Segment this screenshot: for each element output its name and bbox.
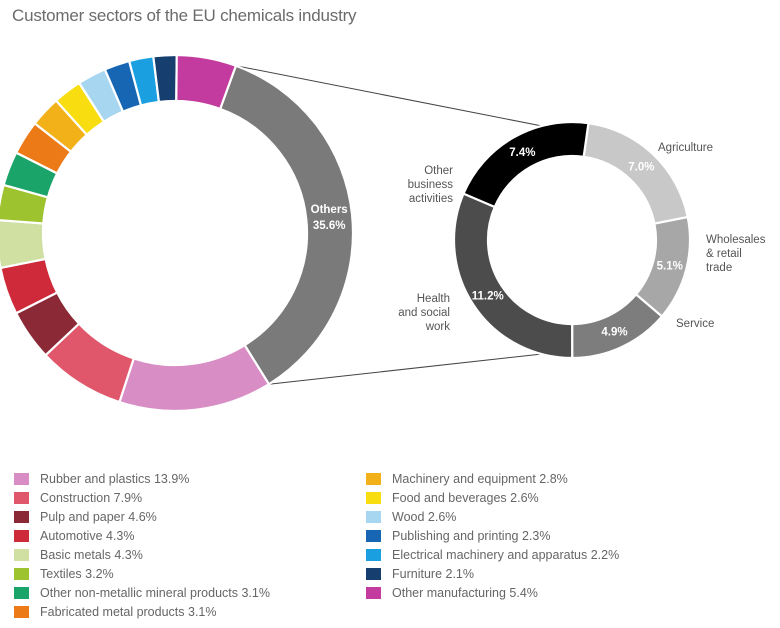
- legend-item: Basic metals 4.3%: [14, 546, 270, 565]
- legend-item: Rubber and plastics 13.9%: [14, 470, 270, 489]
- annotation-service: Service: [676, 318, 714, 330]
- legend-item: Automotive 4.3%: [14, 527, 270, 546]
- sub-slice-value: 5.1%: [657, 260, 683, 272]
- annotation-agriculture: Agriculture: [658, 142, 713, 154]
- connector-line-bottom: [268, 353, 543, 385]
- annotation-other-business: activities: [409, 193, 453, 205]
- main-others-label: Others 35.6%: [311, 204, 348, 232]
- legend-swatch: [366, 530, 381, 543]
- main-slice-others: [218, 64, 355, 386]
- legend-label: Furniture 2.1%: [392, 566, 474, 581]
- legend-right: Machinery and equipment 2.8% Food and bev…: [366, 470, 619, 602]
- legend-label: Basic metals 4.3%: [40, 548, 143, 562]
- legend-label: Fabricated metal products 3.1%: [40, 604, 217, 619]
- legend-label: Food and beverages 2.6%: [392, 491, 539, 506]
- legend-item: Textiles 3.2%: [14, 564, 270, 583]
- legend-item: Electrical machinery and apparatus 2.2%: [366, 546, 619, 565]
- others-breakdown-annotations: Agriculture Wholesales & retail trade Servic…: [398, 142, 765, 333]
- main-slice-other-manufacturing: [175, 53, 238, 111]
- annotation-wholesale: & retail: [706, 248, 742, 260]
- legend-item: Wood 2.6%: [366, 508, 619, 527]
- annotation-wholesale: Wholesales: [706, 234, 766, 246]
- legend-label: Other manufacturing 5.4%: [392, 585, 538, 600]
- main-slice-rubber-and-plastics: [118, 343, 271, 413]
- legend-label: Rubber and plastics 13.9%: [40, 472, 190, 487]
- sub-slice-value: 11.2%: [472, 291, 504, 303]
- legend-swatch: [366, 586, 381, 599]
- legend-label: Wood 2.6%: [392, 510, 457, 525]
- legend-swatch: [366, 473, 381, 486]
- legend-item: Machinery and equipment 2.8%: [366, 470, 619, 489]
- legend-label: Other non-metallic mineral products 3.1%: [40, 585, 270, 600]
- legend-swatch: [14, 473, 29, 486]
- legend-item: Pulp and paper 4.6%: [14, 508, 270, 527]
- legend-left: Rubber and plastics 13.9% Construction 7.…: [14, 470, 270, 621]
- legend-swatch: [366, 549, 381, 561]
- main-donut: [0, 53, 355, 413]
- legend-label: Machinery and equipment 2.8%: [392, 472, 568, 487]
- donut-charts: Others 35.6% 7.0% 5.1% 4.9% 11.2% 7.4% Agricu…: [0, 53, 766, 413]
- annotation-health: and social: [398, 307, 450, 319]
- legend-label: Pulp and paper 4.6%: [40, 510, 157, 525]
- legend-swatch: [14, 605, 29, 618]
- legend-label: Construction 7.9%: [40, 491, 143, 506]
- legend-label: Publishing and printing 2.3%: [392, 529, 551, 544]
- annotation-other-business: Other: [424, 165, 453, 177]
- sub-slice-value: 7.0%: [628, 162, 654, 174]
- chart-title: Customer sectors of the EU chemicals ind…: [12, 6, 357, 25]
- legend-item: Publishing and printing 2.3%: [366, 527, 619, 546]
- legend-item: Food and beverages 2.6%: [366, 489, 619, 508]
- legend-label: Textiles 3.2%: [40, 566, 114, 581]
- legend-swatch: [14, 567, 29, 580]
- legend-swatch: [14, 492, 29, 505]
- sub-slice-value: 4.9%: [601, 327, 627, 339]
- legend-label: Automotive 4.3%: [40, 529, 135, 544]
- others-value: 35.6%: [313, 220, 346, 232]
- legend-item: Fabricated metal products 3.1%: [14, 602, 270, 621]
- connector-lines: [235, 65, 543, 385]
- annotation-wholesale: trade: [706, 262, 732, 274]
- legend-item: Furniture 2.1%: [366, 564, 619, 583]
- legend-swatch: [366, 511, 381, 524]
- legend-item: Construction 7.9%: [14, 489, 270, 508]
- annotation-health: work: [425, 321, 451, 333]
- legend-label: Electrical machinery and apparatus 2.2%: [392, 548, 620, 562]
- others-breakdown-donut: 7.0% 5.1% 4.9% 11.2% 7.4%: [452, 120, 692, 360]
- legend-swatch: [366, 492, 381, 505]
- connector-line-top: [235, 65, 543, 127]
- sub-slice-value: 7.4%: [509, 147, 535, 159]
- legend-item: Other manufacturing 5.4%: [366, 583, 619, 602]
- annotation-other-business: business: [408, 179, 454, 191]
- legend-swatch: [14, 511, 29, 524]
- legend-swatch: [14, 549, 29, 561]
- sub-slice-health-and-social-work: [452, 192, 574, 360]
- legend-item: Other non-metallic mineral products 3.1%: [14, 583, 270, 602]
- main-slice-basic-metals: [0, 219, 47, 270]
- legend-swatch: [14, 530, 29, 543]
- legend-swatch: [14, 586, 29, 599]
- annotation-health: Health: [417, 293, 450, 305]
- others-label: Others: [311, 204, 348, 216]
- sub-slice-other-business-activities: [462, 120, 590, 209]
- legend-swatch: [366, 567, 381, 580]
